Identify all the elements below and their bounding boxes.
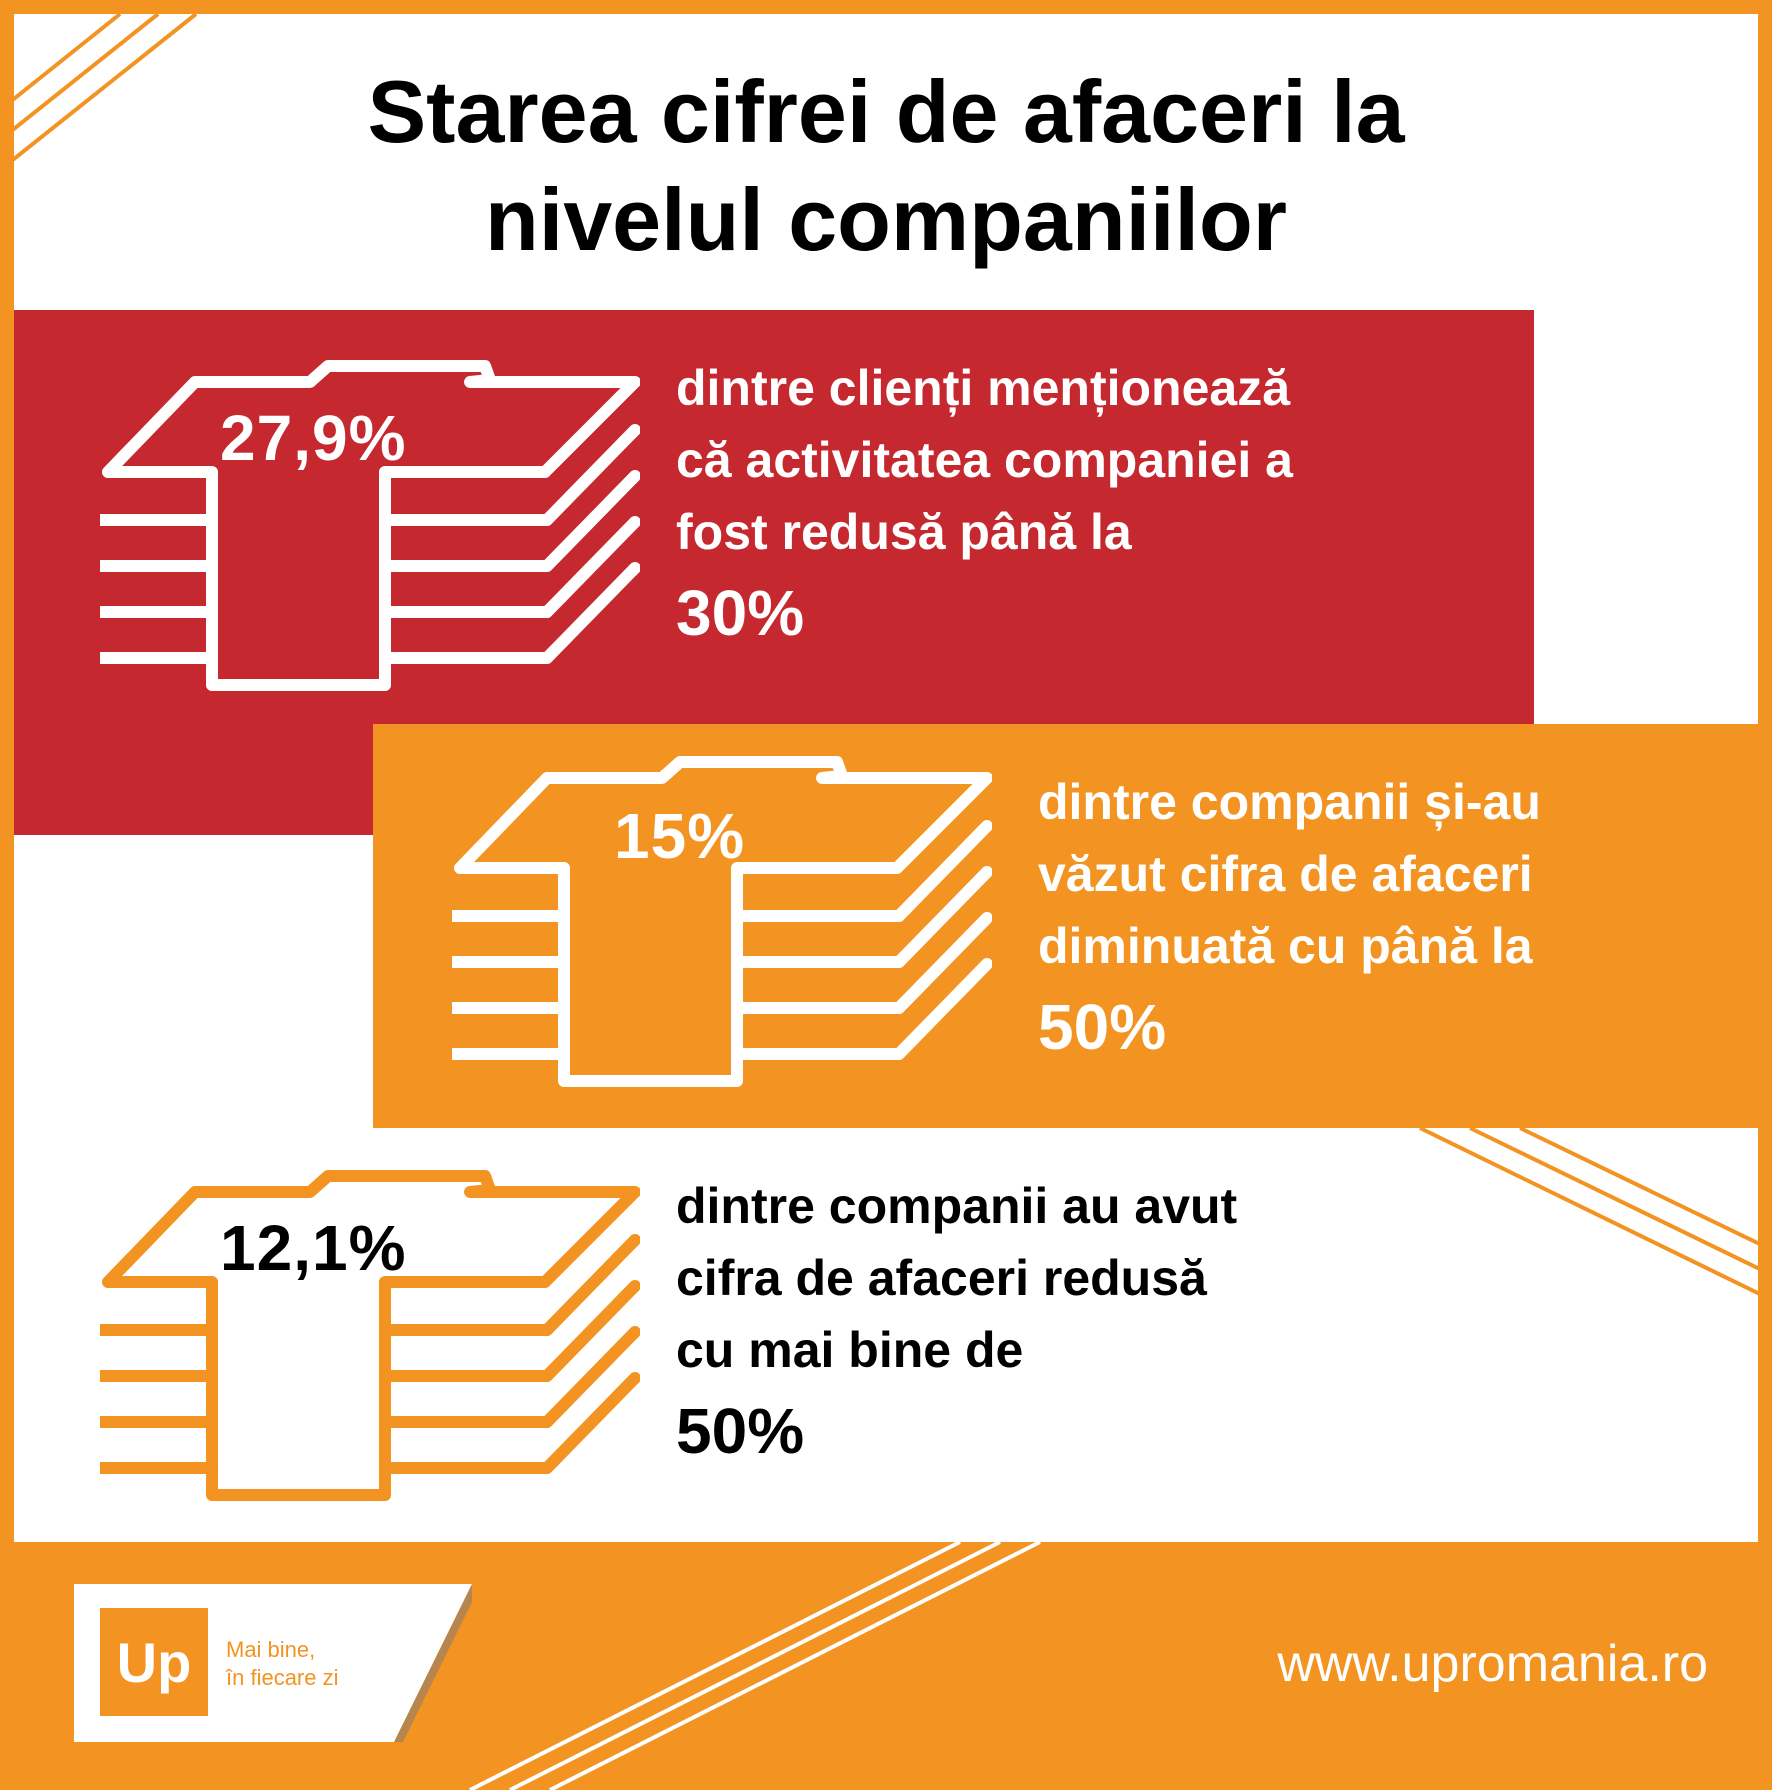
stat-line: dintre clienți menționează bbox=[676, 360, 1291, 416]
orange-band bbox=[373, 724, 1758, 1128]
stat-value: 27,9% bbox=[220, 402, 407, 474]
stat-line: cu mai bine de bbox=[676, 1322, 1024, 1378]
stat-line: diminuată cu până la bbox=[1038, 918, 1533, 974]
stat-description: dintre companii au avut cifra de afaceri… bbox=[676, 1170, 1237, 1474]
tagline-line-2: în fiecare zi bbox=[226, 1665, 339, 1690]
stat-value: 15% bbox=[614, 800, 746, 872]
title-line-2: nivelul companiilor bbox=[485, 170, 1287, 269]
stat-line: văzut cifra de afaceri bbox=[1038, 846, 1533, 902]
money-stack-icon bbox=[452, 756, 992, 1087]
money-stack-icon bbox=[100, 1170, 640, 1501]
stat-description: dintre clienți menționează că activitate… bbox=[676, 352, 1293, 656]
up-logo: Up bbox=[100, 1608, 208, 1716]
stat-line: că activitatea companiei a bbox=[676, 432, 1293, 488]
stat-value: 12,1% bbox=[220, 1212, 407, 1284]
stat-threshold: 30% bbox=[676, 577, 805, 649]
stat-description: dintre companii și-au văzut cifra de afa… bbox=[1038, 766, 1541, 1070]
tagline: Mai bine, în fiecare zi bbox=[226, 1636, 339, 1692]
page-title: Starea cifrei de afaceri la nivelul comp… bbox=[0, 58, 1772, 274]
stat-line: cifra de afaceri redusă bbox=[676, 1250, 1207, 1306]
stat-threshold: 50% bbox=[676, 1395, 805, 1467]
money-stack-icon bbox=[100, 360, 640, 691]
tagline-line-1: Mai bine, bbox=[226, 1637, 316, 1662]
stat-line: dintre companii și-au bbox=[1038, 774, 1541, 830]
title-line-1: Starea cifrei de afaceri la bbox=[367, 62, 1405, 161]
stat-line: fost redusă până la bbox=[676, 504, 1132, 560]
stat-threshold: 50% bbox=[1038, 991, 1167, 1063]
website-link[interactable]: www.upromania.ro bbox=[1277, 1635, 1708, 1693]
stat-line: dintre companii au avut bbox=[676, 1178, 1238, 1234]
